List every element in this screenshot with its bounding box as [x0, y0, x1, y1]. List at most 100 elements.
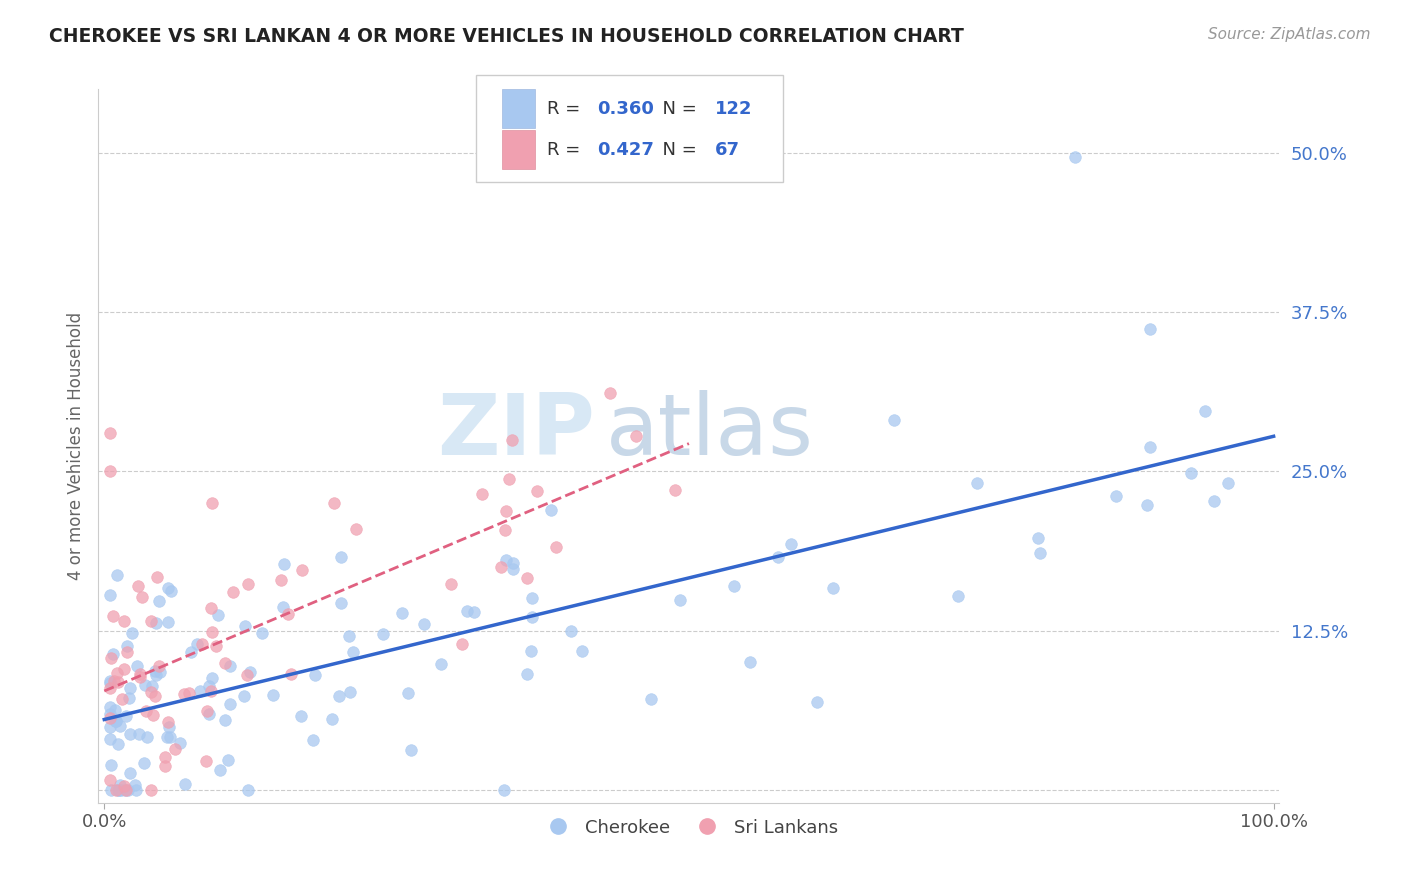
Point [489, 559, 512, 574]
Point [198, 679, 221, 693]
Point [98, 676, 121, 690]
Point [214, 656, 236, 670]
Point [328, 690, 350, 704]
Point [127, 659, 149, 673]
Point [302, 733, 325, 747]
Point [145, 668, 167, 682]
Text: 67: 67 [714, 141, 740, 159]
Point [98, 731, 121, 746]
Point [233, 689, 256, 703]
Point [337, 630, 360, 644]
Point [103, 674, 125, 689]
Point [740, 656, 762, 670]
Point [516, 571, 538, 585]
Point [723, 578, 745, 592]
Point [146, 570, 169, 584]
Point [153, 759, 176, 773]
Point [141, 679, 163, 693]
Point [502, 562, 524, 576]
Point [148, 658, 170, 673]
Point [142, 708, 165, 723]
Point [290, 709, 312, 723]
Point [115, 709, 138, 723]
Point [329, 596, 352, 610]
Point [139, 685, 162, 699]
Point [540, 503, 562, 517]
Point [544, 540, 567, 554]
Point [1139, 440, 1161, 454]
Point [200, 600, 222, 615]
Point [883, 413, 905, 427]
Point [145, 615, 167, 630]
Point [104, 703, 127, 717]
Text: 0.427: 0.427 [596, 141, 654, 159]
Point [159, 584, 181, 599]
Point [238, 665, 260, 679]
Point [104, 714, 127, 728]
Point [100, 757, 122, 772]
Point [125, 783, 148, 797]
Point [520, 591, 543, 605]
Point [200, 683, 222, 698]
Point [396, 686, 419, 700]
Point [766, 550, 789, 565]
Point [105, 783, 128, 797]
Point [1218, 475, 1240, 490]
Point [98, 773, 121, 788]
Point [165, 741, 187, 756]
Point [520, 610, 543, 624]
Point [157, 721, 180, 735]
Point [112, 662, 135, 676]
Point [201, 625, 224, 640]
Point [157, 581, 180, 595]
Point [235, 619, 257, 633]
Point [456, 604, 478, 618]
Point [1136, 498, 1159, 512]
Point [100, 783, 122, 797]
Point [134, 678, 156, 692]
Point [218, 658, 240, 673]
FancyBboxPatch shape [502, 89, 536, 128]
Point [105, 665, 128, 680]
Point [98, 673, 121, 688]
Point [502, 556, 524, 570]
Point [304, 668, 326, 682]
Point [640, 692, 662, 706]
Point [966, 476, 988, 491]
Point [201, 671, 224, 685]
Point [98, 719, 121, 733]
Point [191, 637, 214, 651]
Point [186, 637, 208, 651]
Point [143, 689, 166, 703]
Point [217, 754, 239, 768]
Point [495, 504, 517, 518]
Point [107, 783, 129, 797]
Point [141, 614, 163, 628]
Point [669, 592, 692, 607]
Point [127, 579, 149, 593]
Point [98, 700, 121, 714]
Point [494, 523, 516, 537]
Point [98, 707, 121, 722]
Point [946, 589, 969, 603]
Point [495, 553, 517, 567]
Text: R =: R = [547, 141, 586, 159]
Point [177, 686, 200, 700]
Point [339, 684, 361, 698]
Point [111, 692, 134, 706]
Point [118, 681, 141, 695]
Point [132, 756, 155, 770]
Point [195, 754, 218, 768]
Point [141, 783, 163, 797]
Point [516, 666, 538, 681]
Point [114, 783, 136, 797]
Point [107, 783, 129, 797]
Point [344, 522, 367, 536]
Text: ZIP: ZIP [437, 390, 595, 474]
Point [1026, 531, 1049, 545]
Point [391, 606, 413, 620]
Point [520, 644, 543, 658]
Point [117, 783, 139, 797]
Point [169, 736, 191, 750]
Point [1204, 493, 1226, 508]
